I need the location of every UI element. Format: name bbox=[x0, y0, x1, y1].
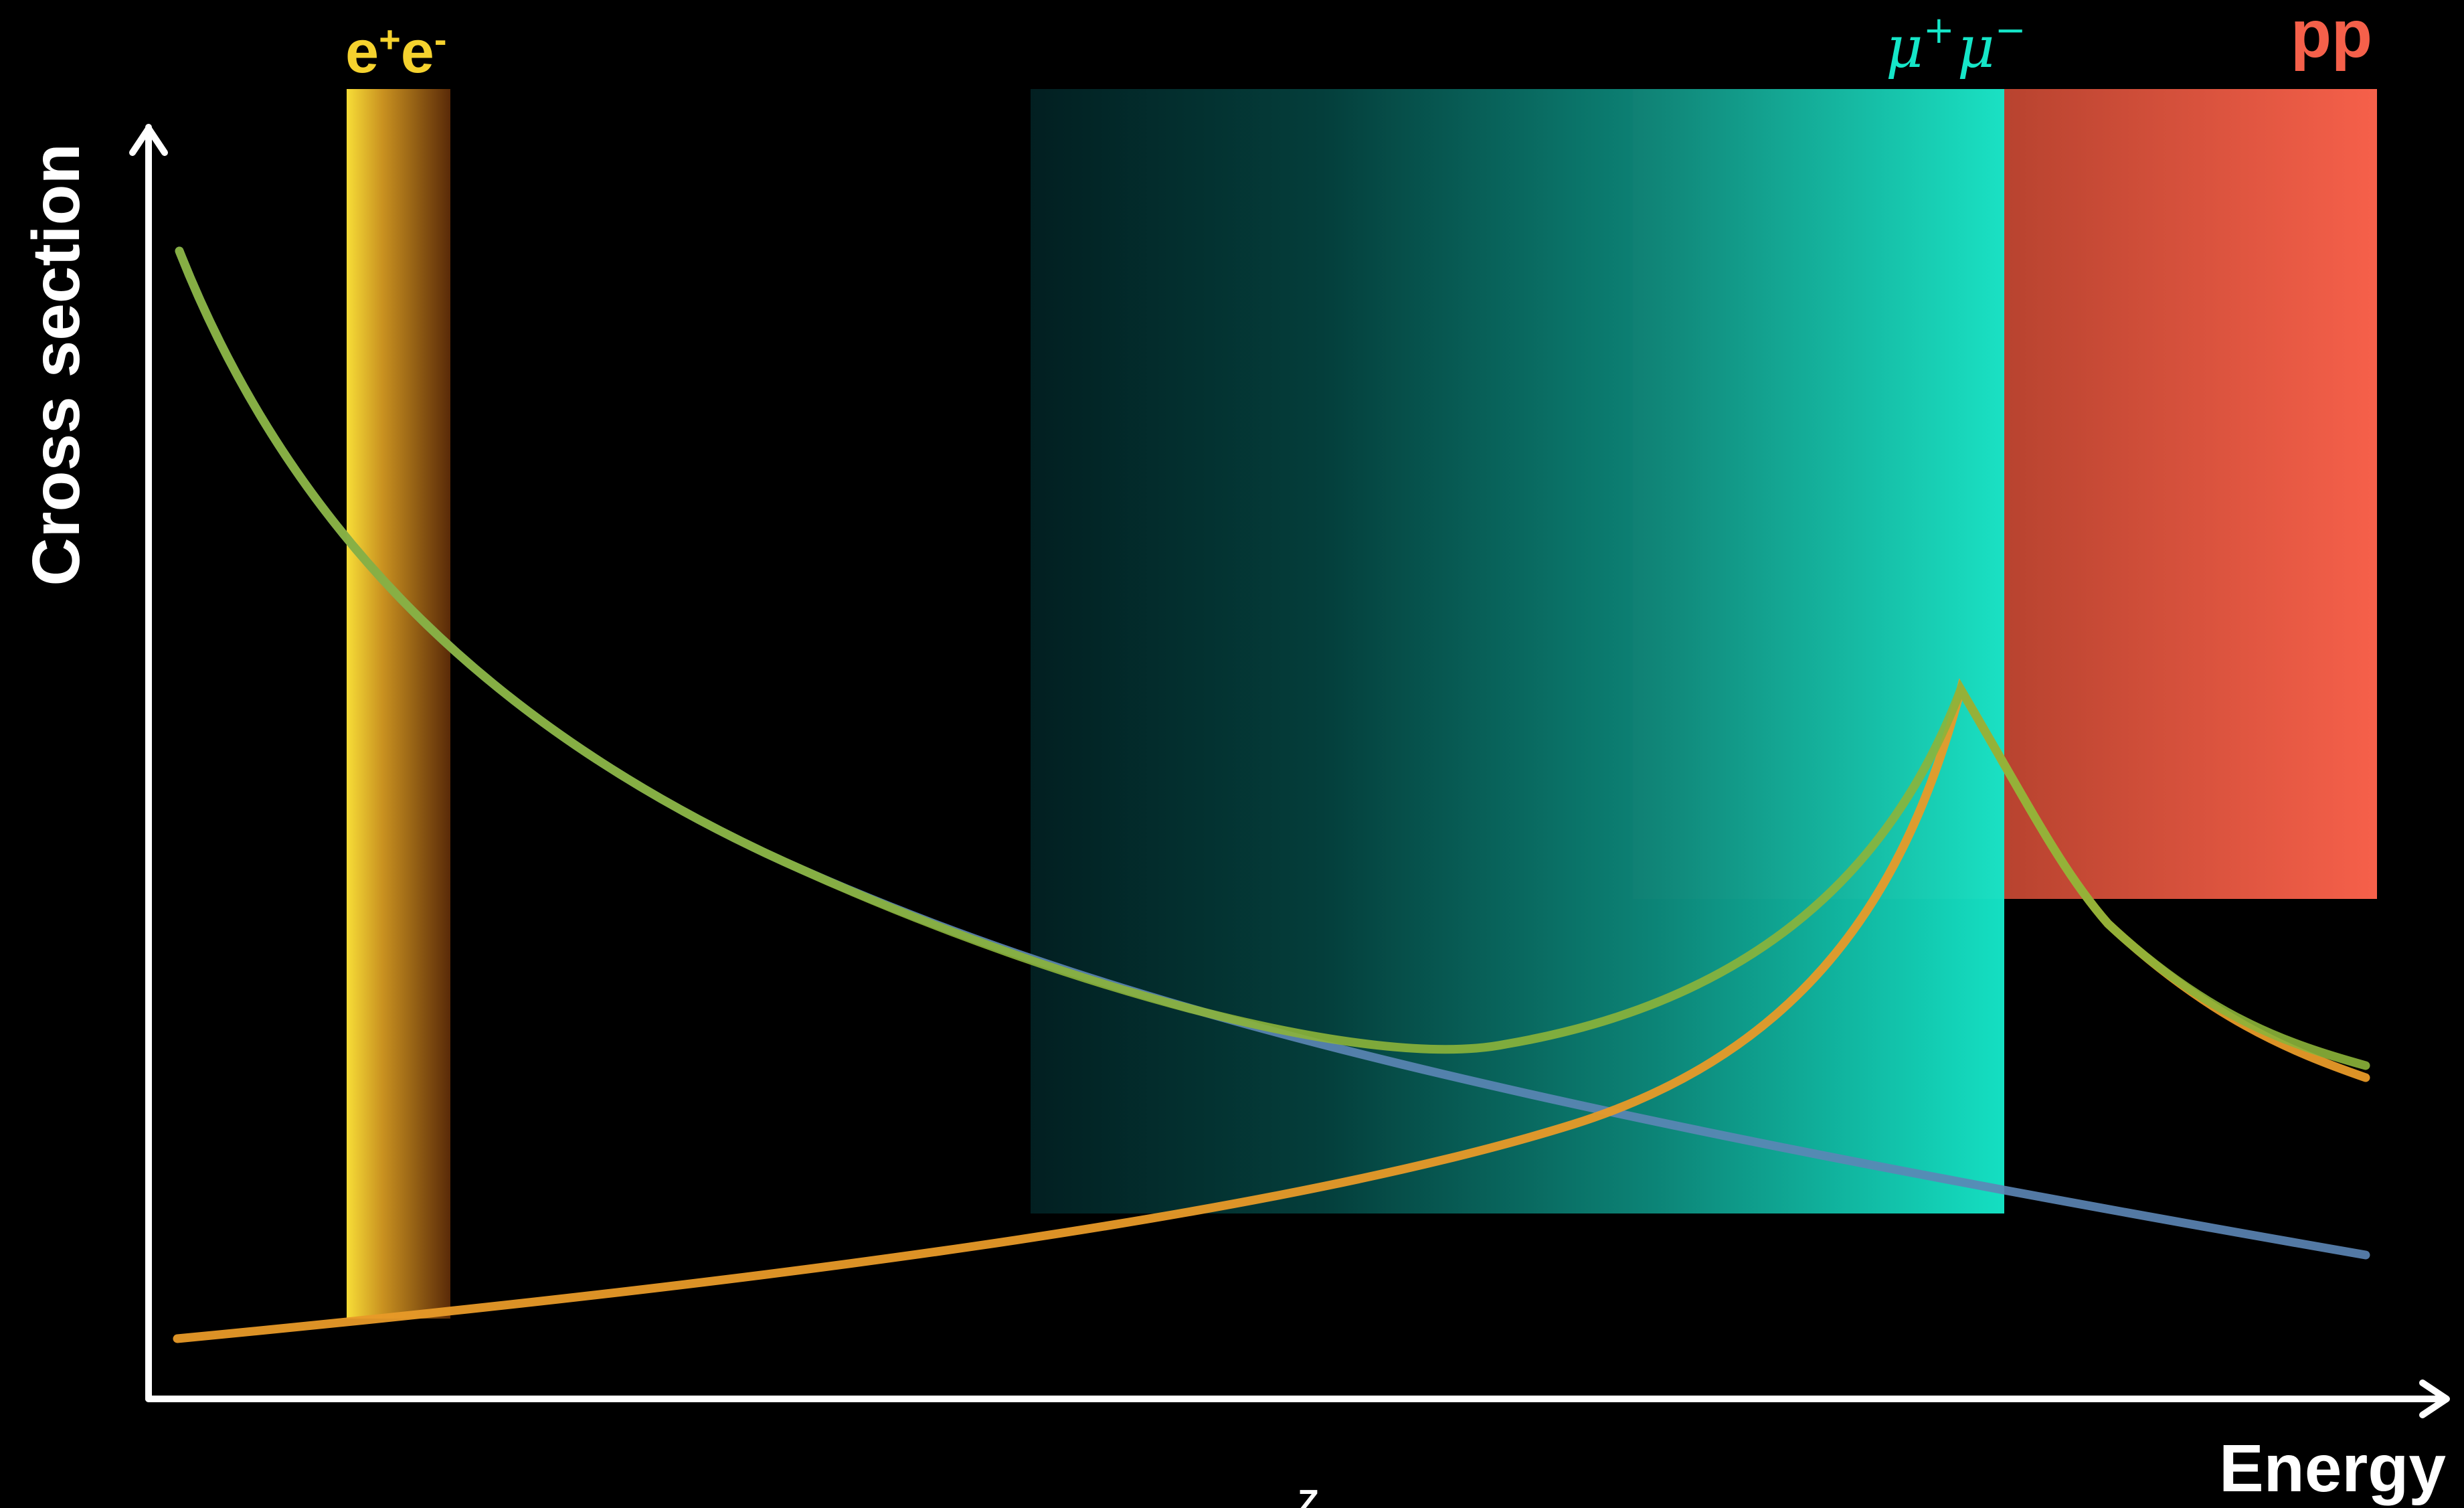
pp-label: pp bbox=[2291, 0, 2372, 72]
ee-region bbox=[347, 89, 450, 1319]
y-axis-label: Cross section bbox=[19, 143, 94, 586]
x-axis-label: Energy bbox=[2219, 1431, 2446, 1506]
footer-glyph: Z bbox=[1298, 1483, 1319, 1508]
